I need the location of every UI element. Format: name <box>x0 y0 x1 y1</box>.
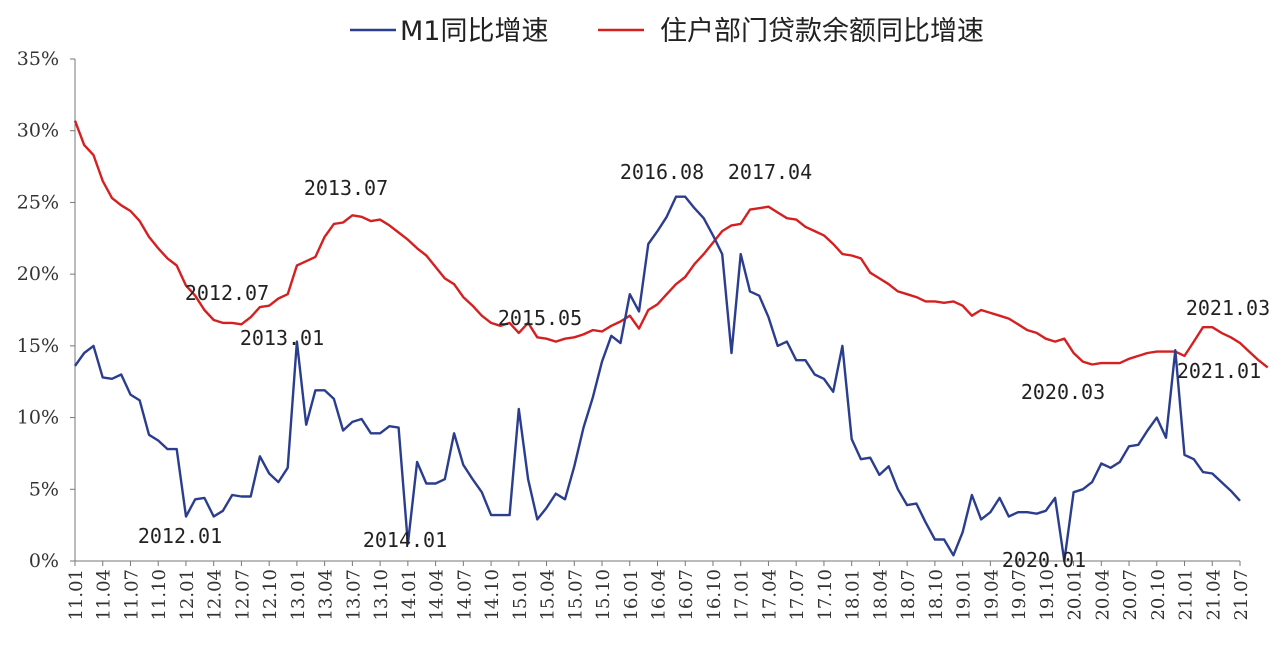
x-tick-label: 20.04 <box>1092 569 1113 621</box>
x-axis: 11.01 11.04 11.07 11.10 12.01 12.04 12.07 12.10… <box>66 560 1252 621</box>
x-tick-label: 12.01 <box>177 569 198 621</box>
x-tick-label: 20.01 <box>1065 569 1086 621</box>
x-tick-label: 15.10 <box>593 569 614 621</box>
legend: M1同比增速 住户部门贷款余额同比增速 <box>350 16 984 47</box>
y-tick-label: 5% <box>29 478 59 500</box>
annotations: 2012.01 2013.01 2014.01 2016.08 2020.01 2021.… <box>138 160 1270 572</box>
series-line-household-loan <box>73 120 1269 369</box>
x-tick-label: 18.10 <box>926 569 947 621</box>
annotation-label: 2012.01 <box>138 524 222 548</box>
x-tick-label: 21.01 <box>1176 569 1197 621</box>
x-tick-label: 18.01 <box>843 569 864 621</box>
annotation-label: 2020.03 <box>1021 380 1105 404</box>
x-tick-label: 19.10 <box>1037 569 1058 621</box>
x-tick-label: 11.07 <box>121 569 142 621</box>
x-tick-label: 17.07 <box>787 569 808 621</box>
y-tick-label: 20% <box>17 263 59 285</box>
x-tick-label: 20.10 <box>1148 569 1169 621</box>
x-tick-label: 17.01 <box>732 569 753 621</box>
x-tick-label: 19.04 <box>981 569 1002 621</box>
x-tick-label: 14.01 <box>399 569 420 621</box>
legend-label-household-loan: 住户部门贷款余额同比增速 <box>660 16 984 47</box>
x-tick-label: 14.10 <box>482 569 503 621</box>
annotation-label: 2014.01 <box>363 528 447 552</box>
x-tick-label: 12.07 <box>232 569 253 621</box>
x-tick-label: 16.07 <box>676 569 697 621</box>
x-tick-label: 13.04 <box>316 569 337 621</box>
y-tick-label: 25% <box>17 191 59 213</box>
plot-area <box>73 120 1269 563</box>
y-tick-label: 10% <box>17 407 59 429</box>
y-tick-label: 0% <box>29 550 59 572</box>
legend-label-m1: M1同比增速 <box>400 16 548 47</box>
y-tick-label: 30% <box>17 120 59 142</box>
x-tick-label: 11.01 <box>66 569 87 621</box>
x-tick-label: 21.07 <box>1231 569 1252 621</box>
x-tick-label: 12.10 <box>260 569 281 621</box>
annotation-label: 2013.07 <box>304 176 388 200</box>
x-tick-label: 16.10 <box>704 569 725 621</box>
annotation-label: 2013.01 <box>240 326 324 350</box>
annotation-label: 2012.07 <box>185 281 269 305</box>
annotation-label: 2017.04 <box>728 160 812 184</box>
x-tick-label: 15.04 <box>538 569 559 621</box>
x-tick-label: 19.01 <box>954 569 975 621</box>
x-tick-label: 13.07 <box>343 569 364 621</box>
annotation-label: 2015.05 <box>498 306 582 330</box>
x-tick-label: 21.04 <box>1203 569 1224 621</box>
x-tick-label: 11.04 <box>94 569 115 621</box>
annotation-label: 2021.03 <box>1186 296 1270 320</box>
y-axis: 0% 5% 10% 15% 20% 25% 30% 35% <box>17 48 76 572</box>
x-tick-label: 11.10 <box>149 569 170 621</box>
x-tick-label: 13.01 <box>288 569 309 621</box>
x-tick-label: 13.10 <box>371 569 392 621</box>
x-tick-label: 14.07 <box>454 569 475 621</box>
x-tick-label: 16.04 <box>649 569 670 621</box>
series-line-m1 <box>74 195 1241 563</box>
x-tick-label: 14.04 <box>427 569 448 621</box>
y-tick-label: 15% <box>17 335 59 357</box>
x-tick-label: 17.04 <box>759 569 780 621</box>
x-tick-label: 12.04 <box>205 569 226 621</box>
x-tick-label: 17.10 <box>815 569 836 621</box>
x-tick-label: 15.01 <box>510 569 531 621</box>
y-tick-label: 35% <box>17 48 59 70</box>
x-tick-label: 15.07 <box>565 569 586 621</box>
annotation-label: 2021.01 <box>1177 359 1261 383</box>
x-tick-label: 20.07 <box>1120 569 1141 621</box>
annotation-label: 2020.01 <box>1002 548 1086 572</box>
x-tick-label: 18.04 <box>870 569 891 621</box>
annotation-label: 2016.08 <box>620 160 704 184</box>
x-tick-label: 16.01 <box>621 569 642 621</box>
x-tick-label: 18.07 <box>898 569 919 621</box>
x-tick-label: 19.07 <box>1009 569 1030 621</box>
